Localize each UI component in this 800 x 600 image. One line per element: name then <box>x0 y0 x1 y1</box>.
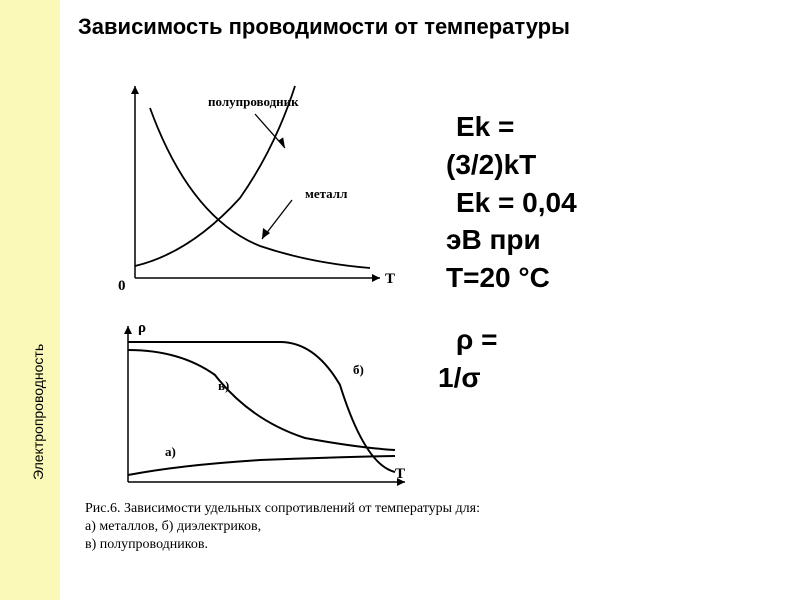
label-metal: металл <box>305 186 347 201</box>
formula-rho-b: 1/σ <box>438 359 577 397</box>
semi-curve <box>135 86 295 266</box>
label-c: в) <box>218 378 229 393</box>
arrow-semi <box>255 114 285 148</box>
axis-origin: 0 <box>118 278 126 294</box>
chart-resistivity-vs-temp: ρ T а) б) в) <box>80 320 415 495</box>
caption-line1: Рис.6. Зависимости удельных сопротивлени… <box>85 500 480 518</box>
page-title: Зависимость проводимости от температуры <box>78 14 570 40</box>
caption-line2: а) металлов, б) диэлектриков, <box>85 518 480 536</box>
caption-line3: в) полупроводников. <box>85 536 480 554</box>
label-semiconductor: полупроводник <box>208 94 299 109</box>
label-a: а) <box>165 444 176 459</box>
axis-y-label: ρ <box>138 320 146 336</box>
sidebar: Электропроводность <box>0 0 60 600</box>
formula-ek-1b: (3/2)kT <box>438 146 577 184</box>
sidebar-label: Электропроводность <box>30 344 46 480</box>
axis-x-label: T <box>385 271 395 287</box>
formula-ek-2b: эВ при <box>438 221 577 259</box>
formula-block: Еk = (3/2)kT Ek = 0,04 эВ при T=20 °C ρ … <box>438 108 577 397</box>
axis-x-label-2: T <box>395 466 405 482</box>
figure-caption: Рис.6. Зависимости удельных сопротивлени… <box>85 500 480 555</box>
label-b: б) <box>353 362 364 377</box>
formula-ek-1a: Еk = <box>438 108 577 146</box>
chart-conductivity-vs-temp: полупроводник металл T 0 <box>80 78 400 298</box>
formula-ek-2c: T=20 °C <box>438 259 577 297</box>
formula-ek-2a: Ek = 0,04 <box>438 184 577 222</box>
formula-rho-a: ρ = <box>438 321 577 359</box>
